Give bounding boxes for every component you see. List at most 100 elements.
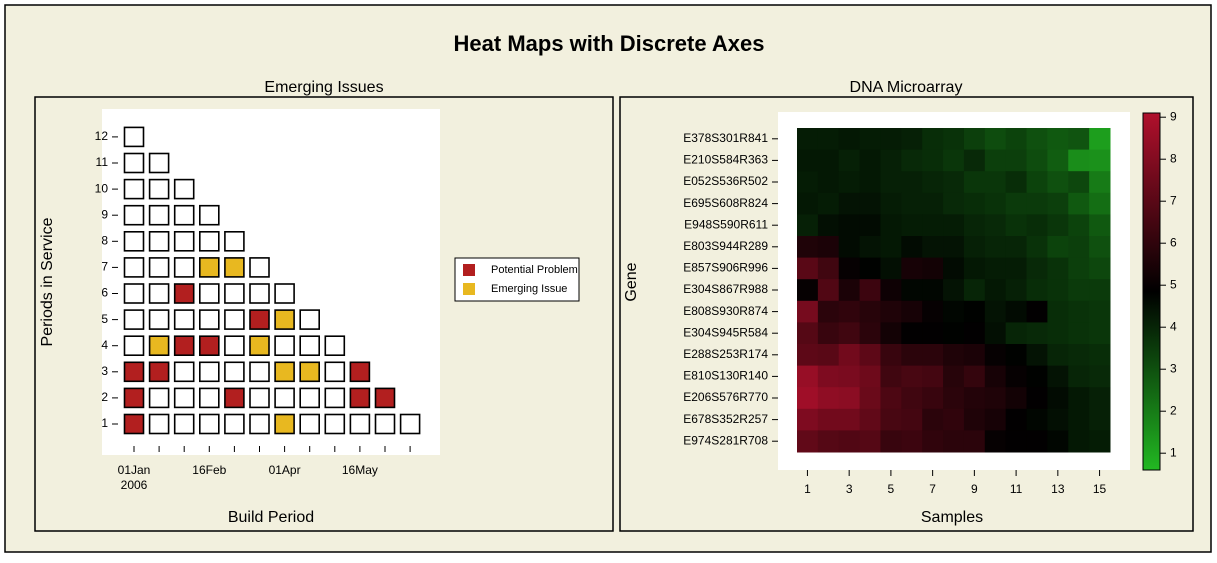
heat-cell [1026,192,1048,215]
y-axis-label: Gene [623,262,640,301]
heat-cell [859,128,881,151]
heat-cell [984,408,1007,431]
heat-cell [922,408,944,431]
heat-cell [984,214,1007,237]
heat-cell [817,387,840,410]
heat-cell [838,344,861,367]
heat-cell [1068,236,1090,259]
heat-cell [880,279,902,302]
legend-box [454,257,580,302]
heat-cell [173,283,195,304]
heat-cell [880,300,902,323]
heat-cell [984,257,1007,280]
heat-cell [817,408,840,431]
heat-cell [797,387,819,410]
heat-cell [817,430,840,453]
heat-cell [817,300,840,323]
colorbar-tick-label: 4 [1170,319,1177,333]
heat-cell [901,128,923,151]
heat-cell [299,387,321,409]
heat-cell [901,408,923,431]
legend-swatch [463,264,475,276]
heat-cell [797,430,819,453]
heat-cell [922,236,944,259]
heat-cell [797,192,819,215]
heat-cell [1005,322,1028,345]
heat-cell [199,335,220,357]
heat-cell [123,335,145,357]
heat-cell [299,361,321,383]
heat-cell [224,309,245,330]
heat-cell [817,128,840,151]
heat-cell [299,335,321,357]
heat-cell [838,236,861,259]
heat-cell [901,214,923,237]
colorbar-tick-label: 1 [1170,445,1177,459]
heat-cell [1068,171,1090,194]
heat-cell [1068,408,1090,431]
heat-cell [943,257,965,280]
heat-cell [1005,192,1028,215]
y-tick-label: E206S576R770 [683,390,768,404]
heat-cell [817,214,840,237]
x-tick-label: 3 [846,482,853,496]
heat-cell [123,126,145,148]
heat-cell [963,322,986,345]
heat-cell [943,365,965,388]
heat-cell [1089,408,1111,431]
heat-cell [224,387,245,409]
heat-cell [1047,236,1069,259]
y-tick-label: E378S301R841 [683,131,768,145]
heat-cell [963,236,986,259]
heat-cell [880,149,902,172]
colorbar-tick-label: 6 [1170,235,1177,249]
heat-cell [1068,128,1090,151]
heat-cell [1068,430,1090,453]
heat-cell [880,236,902,259]
heat-cell [199,231,220,252]
heat-cell [880,192,902,215]
heat-cell [817,171,840,194]
heat-cell [249,361,270,383]
heat-cell [859,236,881,259]
heat-cell [148,204,170,226]
heat-cell [274,413,295,435]
heat-cell [224,413,245,435]
y-tick-label: E052S536R502 [683,174,768,188]
heat-cell [880,128,902,151]
heat-cell [984,365,1007,388]
heat-cell [901,279,923,302]
heat-cell [249,257,270,278]
legend-swatch [463,283,475,295]
heat-cell [1005,171,1028,194]
heat-cell [880,171,902,194]
heat-cell [1005,257,1028,280]
y-tick-label: 11 [96,155,109,169]
heat-cell [1005,430,1028,453]
heat-cell [173,231,195,252]
heat-cell [901,236,923,259]
heat-cell [1089,236,1111,259]
y-tick-label: 10 [95,181,109,195]
heat-cell [199,361,220,383]
heat-cell [173,204,195,226]
heat-cell [249,335,270,357]
colorbar-tick-label: 8 [1170,151,1177,165]
heat-cell [1068,257,1090,280]
heat-cell [1068,214,1090,237]
heat-cell [299,309,321,330]
heat-cell [797,322,819,345]
heat-cell [148,335,170,357]
heat-cell [838,149,861,172]
heat-cell [922,279,944,302]
heat-cell [817,192,840,215]
heat-cell [943,344,965,367]
heat-cell [1068,387,1090,410]
heat-cell [838,322,861,345]
heat-cell [374,413,396,435]
heat-cell [984,171,1007,194]
heat-cell [1026,279,1048,302]
heat-cell [224,231,245,252]
heat-cell [1005,128,1028,151]
heat-cell [880,365,902,388]
